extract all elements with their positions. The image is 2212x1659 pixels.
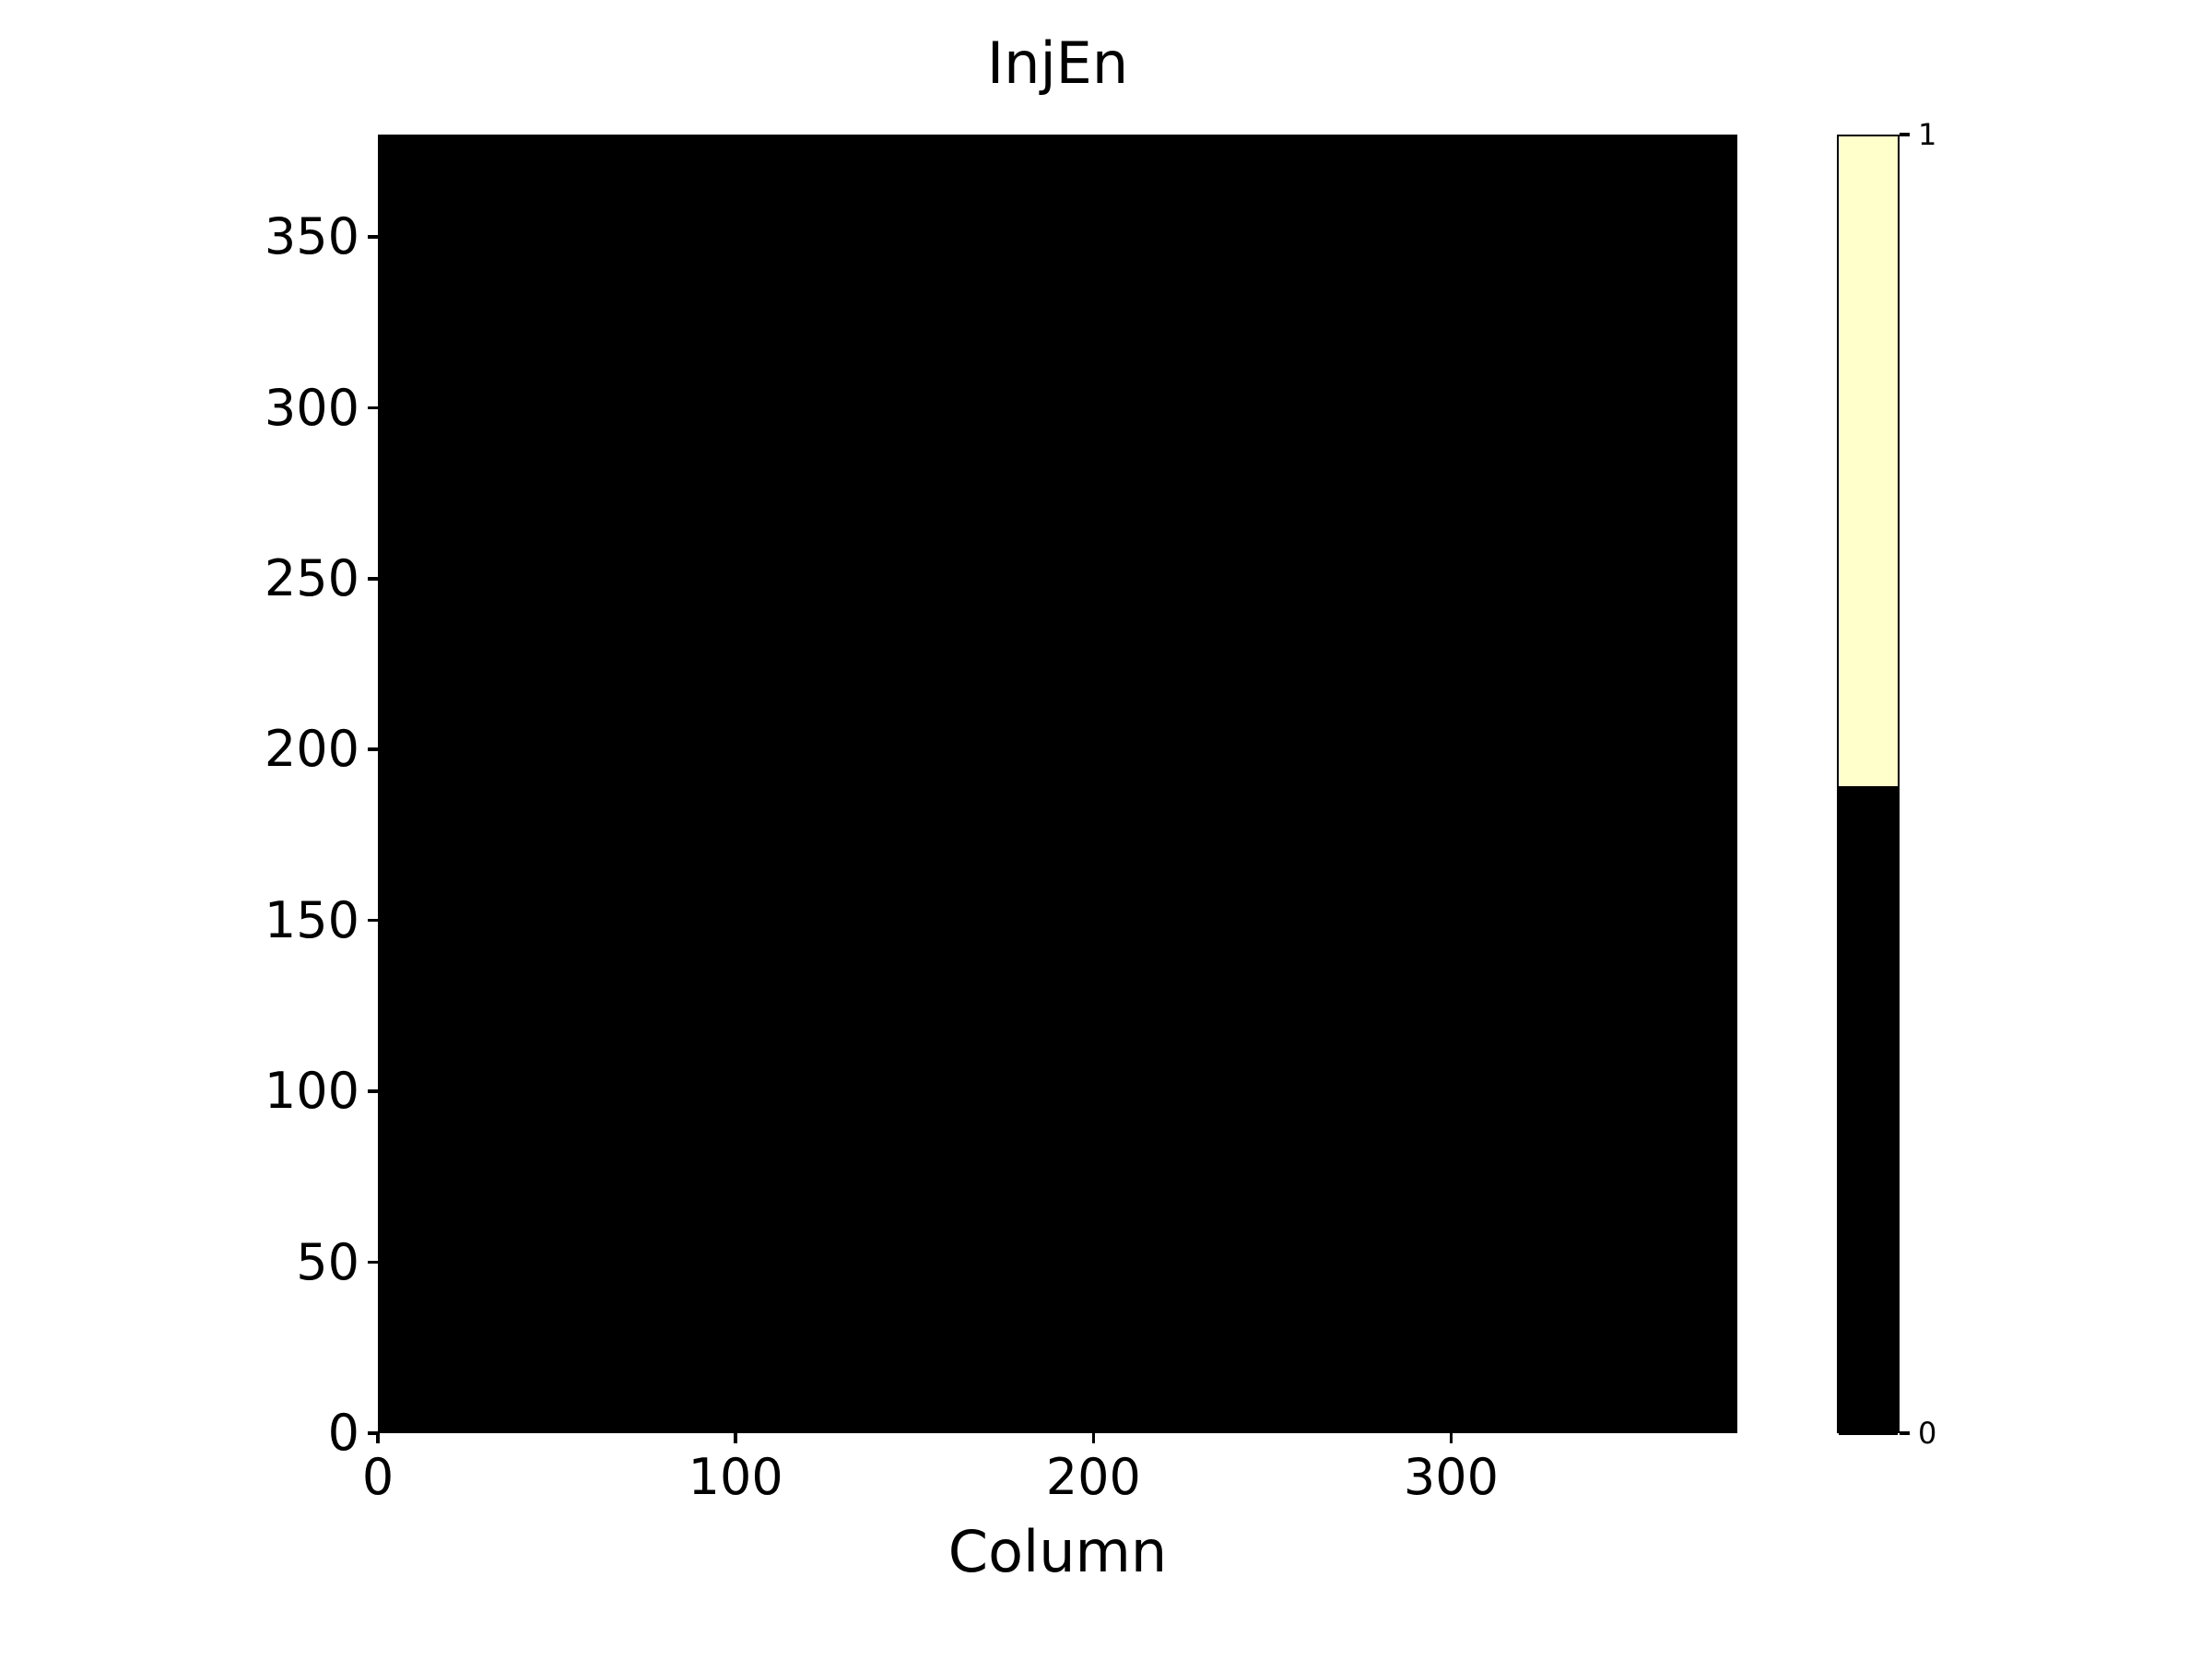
y-axis-tick-label: 100	[264, 1062, 359, 1121]
heatmap-plot-area[interactable]	[378, 135, 1737, 1433]
x-axis-tick-label: 100	[688, 1448, 783, 1506]
y-axis-tick-label: 300	[264, 378, 359, 437]
colorbar-tick-label: 0	[1918, 1416, 1937, 1451]
tick-mark	[1449, 1433, 1453, 1443]
x-axis-tick-label: 200	[1045, 1448, 1141, 1506]
tick-mark	[368, 918, 378, 923]
tick-mark	[368, 1260, 378, 1265]
tick-mark	[376, 1433, 380, 1443]
y-axis-tick-label: 50	[296, 1232, 359, 1291]
tick-mark	[1900, 133, 1910, 136]
colorbar-label: Value	[1913, 0, 1978, 264]
x-axis-label: Column	[947, 1518, 1168, 1585]
y-axis-tick-label: 350	[264, 207, 359, 266]
colorbar-segment-high	[1839, 136, 1898, 786]
x-axis-tick-label: 0	[361, 1448, 394, 1506]
y-axis-tick-label: 150	[264, 890, 359, 949]
x-axis-tick-label: 300	[1403, 1448, 1499, 1506]
colorbar-segment-low	[1839, 785, 1898, 1435]
page-title: InjEn	[986, 29, 1129, 97]
tick-mark	[1900, 1431, 1910, 1435]
tick-mark	[368, 1431, 378, 1435]
tick-mark	[734, 1433, 737, 1443]
x-axis-ticks: 0 100 200 300	[362, 1433, 1737, 1516]
tick-mark	[368, 1089, 378, 1093]
y-axis-tick-label: 0	[327, 1404, 359, 1462]
tick-mark	[368, 406, 378, 410]
heatmap-image	[378, 135, 1737, 1433]
y-axis-label: Row	[122, 0, 186, 264]
y-axis-tick-label: 200	[264, 720, 359, 779]
tick-mark	[368, 747, 378, 751]
tick-mark	[368, 235, 378, 239]
colorbar-gradient	[1837, 135, 1900, 1435]
colorbar-tick-label: 1	[1918, 117, 1937, 152]
y-axis-ticks: 0 50 100 150 200 250 300 350	[0, 135, 378, 1462]
tick-mark	[1091, 1433, 1096, 1443]
tick-mark	[368, 577, 378, 581]
y-axis-tick-label: 250	[264, 549, 359, 608]
